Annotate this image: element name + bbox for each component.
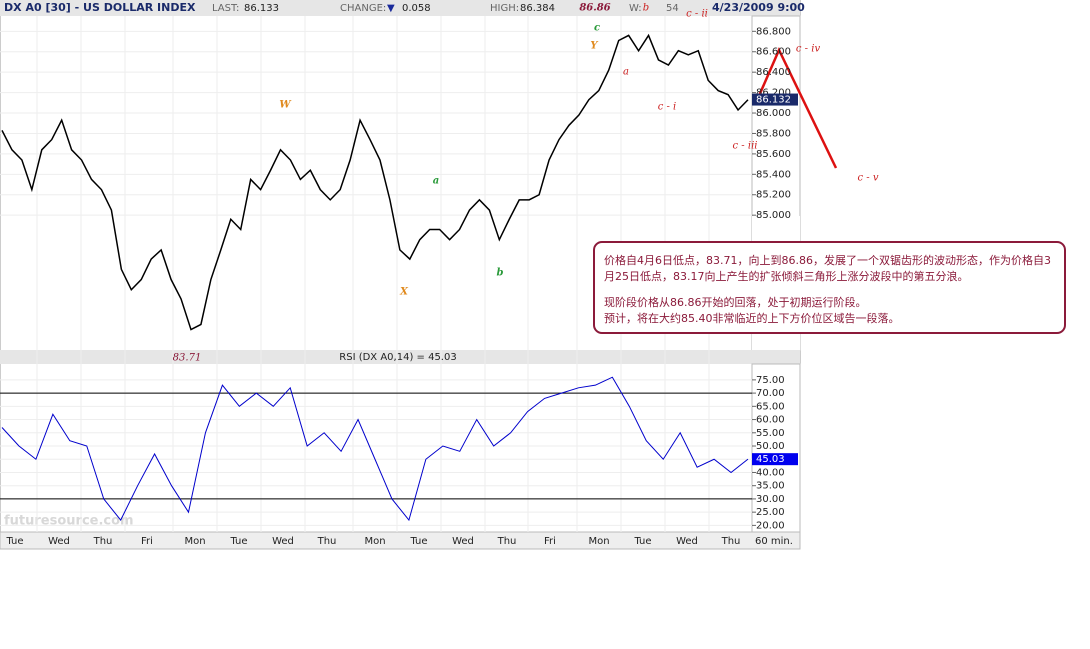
w-label: W: xyxy=(629,3,642,14)
y-tick-label: 60.00 xyxy=(756,415,785,426)
y-tick-label: 20.00 xyxy=(756,520,785,531)
y-tick-label: 50.00 xyxy=(756,441,785,452)
x-axis-bar xyxy=(0,531,801,550)
x-tick-label: Wed xyxy=(452,536,474,547)
change-value: 0.058 xyxy=(402,3,431,14)
note-line: 现阶段价格从86.86开始的回落，处于初期运行阶段。 xyxy=(604,295,867,309)
y-tick-label: 75.00 xyxy=(756,375,785,386)
y-tick-label: 85.000 xyxy=(756,210,791,221)
x-tick-label: Tue xyxy=(229,536,247,547)
x-tick-label: Thu xyxy=(93,536,113,547)
y-tick-label: 25.00 xyxy=(756,507,785,518)
wave-label: b xyxy=(497,268,504,279)
y-tick-label: 40.00 xyxy=(756,467,785,478)
x-tick-label: Thu xyxy=(317,536,337,547)
rsi-bar xyxy=(0,350,800,364)
x-tick-label: Fri xyxy=(141,536,153,547)
y-tick-label: 35.00 xyxy=(756,481,785,492)
note-line: 预计，将在大约85.40非常临近的上下方价位区域告一段落。 xyxy=(604,311,900,325)
x-tick-label: Mon xyxy=(184,536,205,547)
y-tick-label: 65.00 xyxy=(756,401,785,412)
wave-label: 86.86 xyxy=(579,3,610,14)
x-tick-label: Wed xyxy=(48,536,70,547)
wave-label: 83.71 xyxy=(173,353,202,364)
note-line: 月25日低点，83.17向上产生的扩张倾斜三角形上涨分波段中的第五分浪。 xyxy=(604,269,969,283)
header-date: 4/23/2009 9:00 xyxy=(712,1,805,14)
x-tick-label: Tue xyxy=(5,536,23,547)
header-title: DX A0 [30] - US DOLLAR INDEX xyxy=(4,1,196,14)
x-tick-label: Fri xyxy=(544,536,556,547)
change-label: CHANGE: xyxy=(340,3,386,14)
wave-label: c - i xyxy=(658,102,677,113)
watermark: futuresource.com xyxy=(4,514,134,529)
price-tag-label: 45.03 xyxy=(756,454,785,465)
last-value: 86.133 xyxy=(244,3,279,14)
interval-label: 60 min. xyxy=(755,536,793,547)
x-tick-label: Thu xyxy=(497,536,517,547)
y-tick-label: 55.00 xyxy=(756,428,785,439)
projection-line xyxy=(753,47,838,169)
header-bar xyxy=(0,0,800,16)
y-tick-label: 86.400 xyxy=(756,67,791,78)
wave-label: W xyxy=(279,100,292,111)
high-label: HIGH: xyxy=(490,3,519,14)
x-tick-label: Mon xyxy=(364,536,385,547)
x-tick-label: Tue xyxy=(409,536,427,547)
y-tick-label: 30.00 xyxy=(756,494,785,505)
high-value: 86.384 xyxy=(520,3,555,14)
price-tag-label: 86.132 xyxy=(756,95,791,106)
x-tick-label: Mon xyxy=(588,536,609,547)
x-tick-label: Wed xyxy=(272,536,294,547)
rsi-axis xyxy=(751,363,801,533)
x-tick-label: Wed xyxy=(676,536,698,547)
y-tick-label: 86.200 xyxy=(756,88,791,99)
x-tick-label: Thu xyxy=(721,536,741,547)
note-line: 价格自4月6日低点，83.71，向上到86.86，发展了一个双锯齿形的波动形态，… xyxy=(604,253,1051,267)
y-tick-label: 85.200 xyxy=(756,190,791,201)
wave-label: b xyxy=(643,3,649,14)
y-tick-label: 70.00 xyxy=(756,388,785,399)
price-tag xyxy=(752,453,798,466)
y-tick-label: 85.400 xyxy=(756,169,791,180)
last-label: LAST: xyxy=(212,3,239,14)
y-tick-label: 85.800 xyxy=(756,128,791,139)
y-tick-label: 86.600 xyxy=(756,47,791,58)
y-tick-label: 86.800 xyxy=(756,26,791,37)
wave-label: a xyxy=(623,67,629,78)
wave-label: c - v xyxy=(858,173,879,184)
wave-label: c - iv xyxy=(796,44,821,55)
rsi-title: RSI (DX A0,14) = 45.03 xyxy=(339,352,456,363)
y-tick-label: 86.000 xyxy=(756,108,791,119)
wave-label: a xyxy=(433,176,439,187)
series-line xyxy=(1,33,749,331)
w-value: 54 xyxy=(666,3,679,14)
wave-label: Y xyxy=(590,41,598,52)
wave-label: c - iii xyxy=(733,141,758,152)
change-arrow: ▼ xyxy=(387,3,395,14)
wave-label: X xyxy=(399,287,409,298)
y-tick-label: 85.600 xyxy=(756,149,791,160)
wave-label: c - ii xyxy=(686,9,708,20)
series-line xyxy=(1,376,749,522)
x-tick-label: Tue xyxy=(633,536,651,547)
wave-label: c xyxy=(594,23,600,34)
note-box xyxy=(593,241,1066,334)
price-tag xyxy=(752,93,798,106)
